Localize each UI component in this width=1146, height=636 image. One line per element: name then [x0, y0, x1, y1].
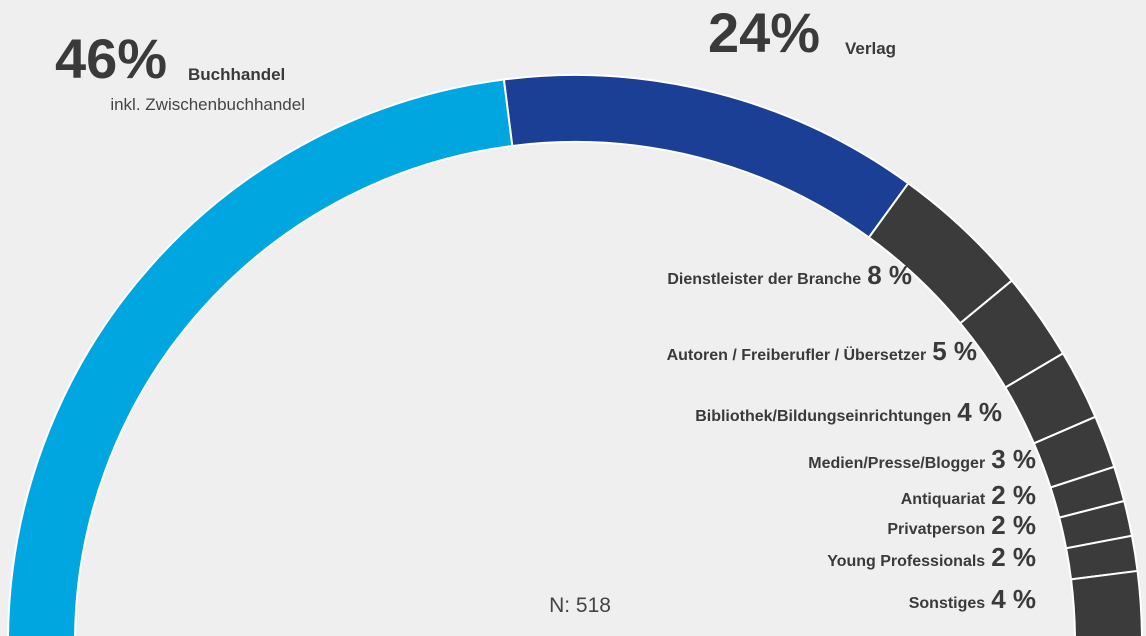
- value-label: 2 %: [991, 542, 1036, 572]
- category-label: Dienstleister der Branche: [667, 271, 861, 288]
- category-label: Medien/Presse/Blogger: [808, 455, 985, 472]
- value-label: 2 %: [991, 510, 1036, 540]
- value-label: 24%: [708, 1, 820, 64]
- segment-label: Antiquariat 2 %: [901, 480, 1036, 510]
- segment-label: Bibliothek/Bildungseinrichtungen 4 %: [695, 397, 1002, 427]
- sample-size: N: 518: [549, 594, 611, 617]
- value-label: 4 %: [991, 584, 1036, 614]
- segment-label: Sonstiges 4 %: [909, 584, 1036, 614]
- category-label: Autoren / Freiberufler / Übersetzer: [667, 345, 927, 364]
- segment-label: Privatperson 2 %: [887, 510, 1036, 540]
- category-label: Young Professionals: [827, 553, 985, 570]
- segment-label: Young Professionals 2 %: [827, 542, 1036, 572]
- value-label: 2 %: [991, 480, 1036, 510]
- category-label: Buchhandel: [188, 65, 285, 84]
- segment: [1069, 569, 1143, 636]
- value-label: 3 %: [991, 444, 1036, 474]
- category-label: Privatperson: [887, 521, 985, 538]
- category-label: Verlag: [845, 39, 896, 58]
- value-label: 5 %: [932, 336, 977, 366]
- segment-label: Dienstleister der Branche 8 %: [667, 260, 912, 290]
- category-label: Antiquariat: [901, 491, 986, 508]
- segment-label: Autoren / Freiberufler / Übersetzer 5 %: [667, 336, 977, 366]
- category-label: Bibliothek/Bildungseinrichtungen: [695, 408, 951, 425]
- annotation: inkl. Zwischenbuchhandel: [110, 95, 305, 114]
- value-label: 8 %: [867, 260, 912, 290]
- category-label: Sonstiges: [909, 595, 986, 612]
- value-label: 46%: [55, 27, 167, 90]
- segment-label: Medien/Presse/Blogger 3 %: [808, 444, 1036, 474]
- value-label: 4 %: [957, 397, 1002, 427]
